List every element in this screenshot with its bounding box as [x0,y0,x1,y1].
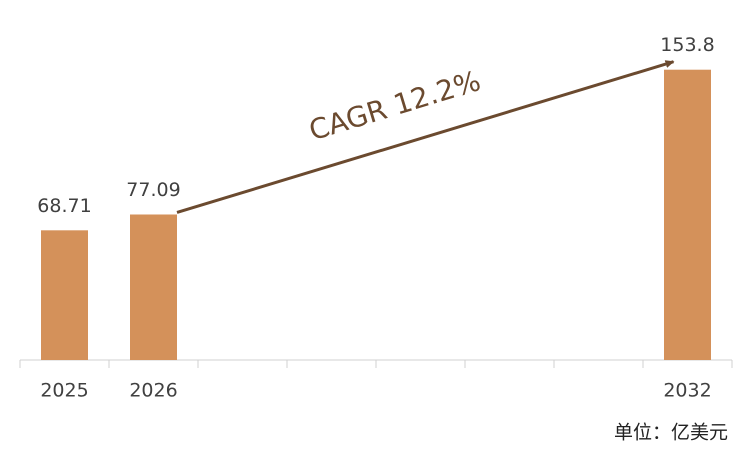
bar [664,69,711,360]
cagr-annotation: CAGR 12.2% [305,64,484,147]
unit-label: 单位：亿美元 [614,422,728,444]
bar [130,214,177,360]
value-label: 153.8 [660,34,714,56]
x-tick-label: 2025 [40,380,88,402]
x-tick-label: 2032 [663,380,711,402]
value-label: 68.71 [37,195,91,217]
x-tick-label: 2026 [129,380,177,402]
cagr-arrow [176,60,675,214]
bar [41,230,88,360]
value-label: 77.09 [126,179,180,201]
